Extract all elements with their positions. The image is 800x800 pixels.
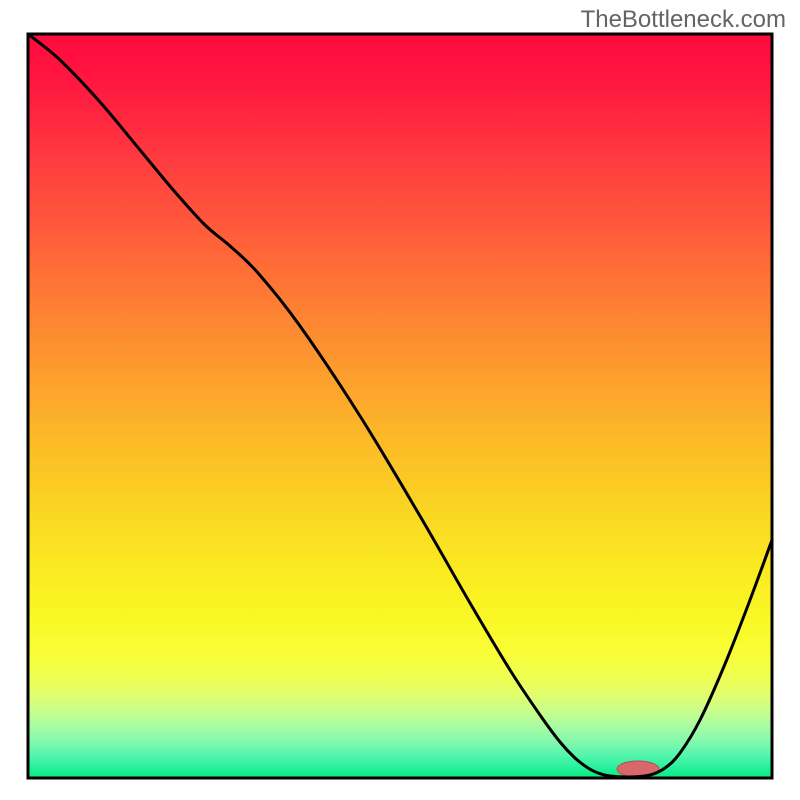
- watermark-text: TheBottleneck.com: [581, 6, 786, 34]
- chart-container: TheBottleneck.com: [0, 0, 800, 800]
- bottleneck-chart: [0, 0, 800, 800]
- plot-background: [28, 34, 772, 778]
